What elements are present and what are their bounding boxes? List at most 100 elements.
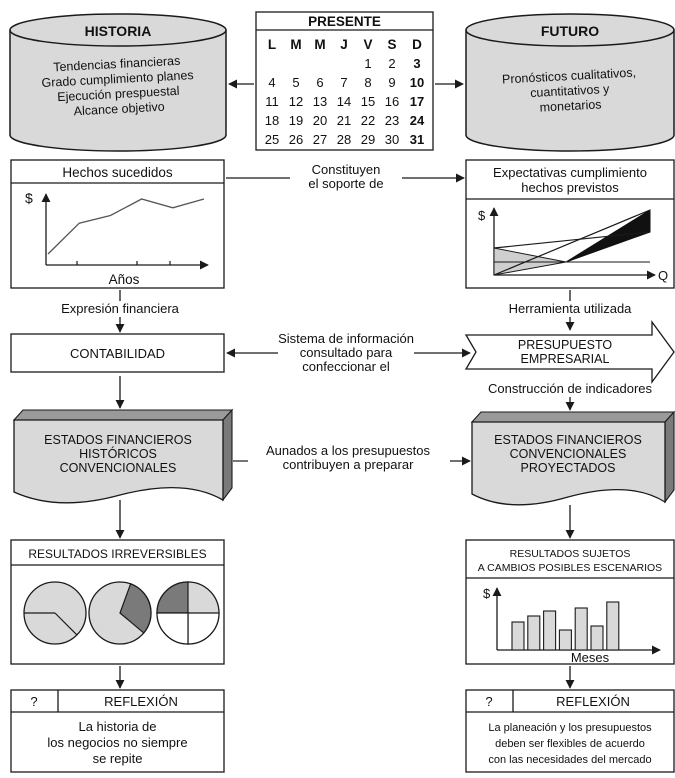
calendar-day: 16 xyxy=(385,94,399,109)
futuro-line-3: monetarios xyxy=(539,97,601,114)
pie-slice xyxy=(156,612,189,645)
presupuesto-line-2: EMPRESARIAL xyxy=(521,352,610,366)
reflexion-left-line-1: La historia de xyxy=(78,719,156,734)
barchart-y-label: $ xyxy=(483,586,491,601)
futuro-cylinder: FUTURO Pronósticos cualitativos, cuantit… xyxy=(465,13,675,152)
sistema-line-3: confeccionar el xyxy=(302,359,390,374)
expectativas-y-label: $ xyxy=(478,208,486,223)
hechos-y-label: $ xyxy=(25,190,33,206)
calendar-day: 23 xyxy=(385,113,399,128)
expectativas-x-label: Q xyxy=(658,268,668,283)
calendar-day: 22 xyxy=(361,113,375,128)
bar xyxy=(590,625,604,651)
pie-slice xyxy=(187,612,220,645)
calendar-day: 2 xyxy=(388,56,395,71)
estados-historicos-doc: ESTADOS FINANCIEROS HISTÓRICOS CONVENCIO… xyxy=(12,408,234,504)
sistema-line-2: consultado para xyxy=(300,345,393,360)
calendar-day: 30 xyxy=(385,132,399,147)
estados-proy-line-3: PROYECTADOS xyxy=(521,461,616,475)
estados-hist-line-3: CONVENCIONALES xyxy=(60,461,177,475)
calendar-day: 25 xyxy=(265,132,279,147)
weekday-6: D xyxy=(412,37,422,52)
calendar-day: 17 xyxy=(410,94,424,109)
historia-line-4: Alcance objetivo xyxy=(73,100,165,119)
pie-slice xyxy=(119,583,152,634)
presupuesto-arrow-shape: PRESUPUESTO EMPRESARIAL xyxy=(464,320,675,384)
historia-line-1: Tendencias financieras xyxy=(53,54,181,75)
bar xyxy=(558,629,572,651)
pie-charts xyxy=(23,581,220,645)
calendar-day: 7 xyxy=(340,75,347,90)
historia-cylinder: HISTORIA Tendencias financieras Grado cu… xyxy=(9,13,227,152)
calendar-day: 24 xyxy=(410,113,425,128)
constituyen-line-2: el soporte de xyxy=(308,176,383,191)
calendar-day: 26 xyxy=(289,132,303,147)
calendar-day: 20 xyxy=(313,113,327,128)
resultados-irr-title: RESULTADOS IRREVERSIBLES xyxy=(28,547,206,561)
weekday-2: M xyxy=(314,37,325,52)
calendar-day: 19 xyxy=(289,113,303,128)
calendar-day: 21 xyxy=(337,113,351,128)
calendar-day: 31 xyxy=(410,132,424,147)
aunados-line-1: Aunados a los presupuestos xyxy=(266,443,431,458)
futuro-line-2: cuantitativos y xyxy=(530,82,611,100)
weekday-3: J xyxy=(340,37,348,52)
calendar-day: 28 xyxy=(337,132,351,147)
calendar-day: 18 xyxy=(265,113,279,128)
pie-chart-1 xyxy=(23,581,87,645)
expresion-label: Expresión financiera xyxy=(61,301,180,316)
aunados-line-2: contribuyen a preparar xyxy=(283,457,414,472)
contabilidad-label: CONTABILIDAD xyxy=(70,346,165,361)
weekday-5: S xyxy=(387,37,396,52)
calendar-day: 13 xyxy=(313,94,327,109)
bar-series xyxy=(511,601,620,651)
reflexion-right-line-3: con las necesidades del mercado xyxy=(488,754,651,766)
presente-title: PRESENTE xyxy=(308,14,381,29)
expectativas-title-2: hechos previstos xyxy=(521,180,619,195)
pie-chart-3 xyxy=(156,581,220,645)
calendar-day: 6 xyxy=(316,75,323,90)
calendar-day: 5 xyxy=(292,75,299,90)
calendar-day: 4 xyxy=(268,75,275,90)
bar xyxy=(527,615,541,651)
estados-hist-line-2: HISTÓRICOS xyxy=(79,446,157,461)
hechos-trend-line xyxy=(47,198,205,255)
reflexion-left-line-3: se repite xyxy=(93,751,143,766)
expectativas-title-1: Expectativas cumplimiento xyxy=(493,165,647,180)
calendar-day: 27 xyxy=(313,132,327,147)
calendar-day: 3 xyxy=(413,56,420,71)
weekday-4: V xyxy=(363,37,372,52)
construccion-label: Construcción de indicadores xyxy=(488,381,653,396)
estados-proyectados-doc: ESTADOS FINANCIEROS CONVENCIONALES PROYE… xyxy=(470,410,675,506)
calendar-day: 29 xyxy=(361,132,375,147)
reflexion-left-title: REFLEXIÓN xyxy=(104,694,178,709)
futuro-title: FUTURO xyxy=(541,23,599,39)
bar xyxy=(606,601,620,651)
calendar-day: 1 xyxy=(364,56,371,71)
calendar-day: 11 xyxy=(265,94,279,109)
estados-proy-line-1: ESTADOS FINANCIEROS xyxy=(494,433,642,447)
reflexion-right-box: ? REFLEXIÓN La planeación y los presupue… xyxy=(465,689,675,773)
calendar-day: 10 xyxy=(410,75,424,90)
resultados-suj-line-2: A CAMBIOS POSIBLES ESCENARIOS xyxy=(478,562,662,574)
reflexion-left-line-2: los negocios no siempre xyxy=(47,735,187,750)
reflexion-right-title: REFLEXIÓN xyxy=(556,694,630,709)
calendar-day: 9 xyxy=(388,75,395,90)
resultados-irreversibles-box: RESULTADOS IRREVERSIBLES xyxy=(10,539,225,665)
calendar-day: 8 xyxy=(364,75,371,90)
resultados-suj-line-1: RESULTADOS SUJETOS xyxy=(510,548,631,560)
estados-hist-line-1: ESTADOS FINANCIEROS xyxy=(44,433,192,447)
reflexion-left-q: ? xyxy=(30,694,37,709)
sistema-line-1: Sistema de información xyxy=(278,331,414,346)
calendar-day: 14 xyxy=(337,94,351,109)
contabilidad-box: CONTABILIDAD xyxy=(10,333,225,373)
reflexion-right-q: ? xyxy=(485,694,492,709)
reflexion-right-line-2: deben ser flexibles de acuerdo xyxy=(495,738,645,750)
hechos-x-label: Años xyxy=(109,272,140,287)
estados-proy-line-2: CONVENCIONALES xyxy=(510,447,627,461)
hechos-box: Hechos sucedidos $ Años xyxy=(10,159,225,289)
